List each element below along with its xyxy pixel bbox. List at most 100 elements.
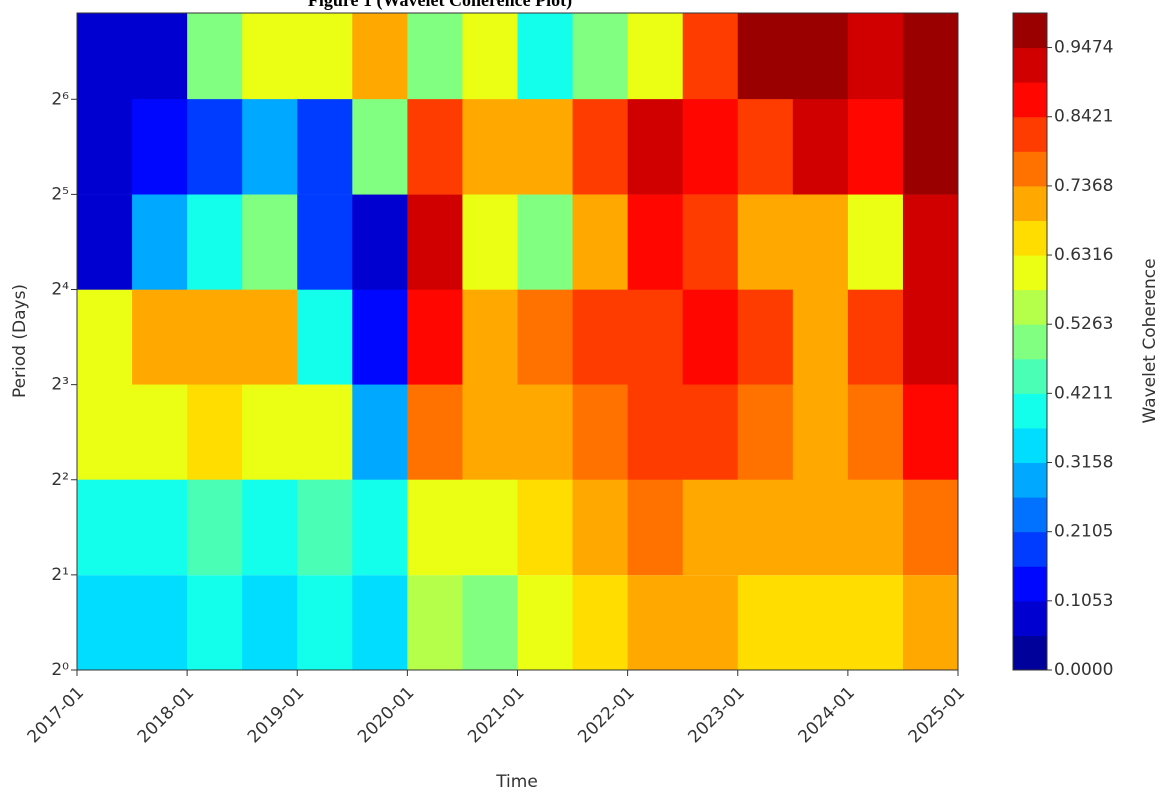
colorbar-tick-label: 0.2105: [1054, 522, 1113, 542]
colorbar-band: [1013, 13, 1047, 48]
heatmap-cell: [738, 480, 794, 576]
heatmap-cell: [903, 195, 959, 291]
heatmap-cell: [518, 4, 574, 100]
heatmap-cell: [242, 575, 298, 671]
colorbar-band: [1013, 151, 1047, 186]
heatmap-cell: [518, 290, 574, 386]
heatmap-cell: [187, 575, 243, 671]
heatmap-cell: [297, 290, 353, 386]
heatmap-cell: [352, 290, 408, 386]
colorbar-band: [1013, 359, 1047, 394]
heatmap-cell: [132, 4, 188, 100]
heatmap-cell: [462, 4, 518, 100]
y-tick-label: 2⁴: [51, 280, 69, 300]
heatmap-cell: [738, 290, 794, 386]
heatmap-cell: [628, 4, 684, 100]
heatmap-cell: [628, 575, 684, 671]
chart-title: Figure 1 (Wavelet Coherence Plot): [308, 0, 572, 11]
heatmap-cell: [352, 99, 408, 195]
colorbar-tick-label: 0.7368: [1054, 176, 1113, 196]
heatmap-cell: [738, 99, 794, 195]
heatmap-cell: [132, 385, 188, 481]
heatmap-cell: [793, 99, 849, 195]
heatmap-cell: [628, 480, 684, 576]
heatmap-cell: [628, 385, 684, 481]
x-tick-label: 2017-01: [24, 683, 88, 747]
heatmap-cell: [903, 4, 959, 100]
colorbar-band: [1013, 186, 1047, 221]
heatmap-cell: [848, 480, 904, 576]
x-tick-label: 2024-01: [795, 683, 859, 747]
heatmap-cell: [573, 195, 629, 291]
colorbar-band: [1013, 428, 1047, 463]
heatmap-cell: [187, 385, 243, 481]
heatmap-cell: [848, 4, 904, 100]
colorbar-tick-label: 0.0000: [1054, 660, 1113, 680]
heatmap-cell: [848, 195, 904, 291]
heatmap-cell: [793, 480, 849, 576]
heatmap-cell: [462, 99, 518, 195]
heatmap-cell: [242, 99, 298, 195]
heatmap-cell: [518, 195, 574, 291]
page: {"chart_data": {"type": "heatmap", "titl…: [0, 0, 1165, 794]
colorbar-tick-label: 0.9474: [1054, 38, 1113, 58]
colorbar-band: [1013, 601, 1047, 636]
heatmap-cell: [132, 290, 188, 386]
y-tick-label: 2²: [51, 470, 69, 490]
heatmap: [77, 4, 959, 671]
heatmap-cell: [407, 195, 463, 291]
heatmap-cell: [903, 480, 959, 576]
heatmap-cell: [683, 480, 739, 576]
heatmap-cell: [738, 385, 794, 481]
heatmap-cell: [352, 195, 408, 291]
heatmap-cell: [242, 480, 298, 576]
colorbar-band: [1013, 324, 1047, 359]
x-tick-label: 2020-01: [354, 683, 418, 747]
heatmap-cell: [462, 290, 518, 386]
heatmap-cell: [573, 480, 629, 576]
heatmap-cell: [77, 290, 133, 386]
colorbar-tick-label: 0.4211: [1054, 383, 1113, 403]
heatmap-cell: [573, 99, 629, 195]
heatmap-cell: [738, 575, 794, 671]
y-tick-label: 2³: [51, 375, 69, 395]
heatmap-cell: [242, 4, 298, 100]
heatmap-cell: [352, 385, 408, 481]
heatmap-cell: [683, 385, 739, 481]
heatmap-cell: [77, 195, 133, 291]
colorbar-tick-label: 0.3158: [1054, 453, 1113, 473]
heatmap-cell: [407, 99, 463, 195]
colorbar-band: [1013, 566, 1047, 601]
heatmap-cell: [793, 195, 849, 291]
colorbar-band: [1013, 635, 1047, 670]
heatmap-cell: [297, 195, 353, 291]
heatmap-cell: [518, 480, 574, 576]
x-tick-label: 2023-01: [684, 683, 748, 747]
heatmap-cell: [683, 99, 739, 195]
heatmap-cell: [77, 385, 133, 481]
heatmap-cell: [297, 385, 353, 481]
heatmap-cell: [242, 385, 298, 481]
colorbar-tick-label: 0.5263: [1054, 314, 1113, 334]
heatmap-cell: [352, 480, 408, 576]
heatmap-cell: [77, 4, 133, 100]
heatmap-cell: [77, 480, 133, 576]
heatmap-cell: [738, 4, 794, 100]
heatmap-cell: [297, 99, 353, 195]
colorbar-band: [1013, 290, 1047, 325]
heatmap-cell: [518, 385, 574, 481]
heatmap-cell: [132, 480, 188, 576]
heatmap-cell: [793, 575, 849, 671]
colorbar-band: [1013, 220, 1047, 255]
y-tick-label: 2⁰: [51, 660, 69, 680]
colorbar-band: [1013, 117, 1047, 152]
colorbar-label: Wavelet Coherence: [1140, 258, 1160, 423]
x-tick-label: 2025-01: [905, 683, 969, 747]
y-axis-label: Period (Days): [10, 284, 30, 398]
heatmap-cell: [132, 195, 188, 291]
heatmap-cell: [848, 290, 904, 386]
heatmap-cell: [848, 575, 904, 671]
heatmap-cell: [187, 290, 243, 386]
heatmap-cell: [407, 385, 463, 481]
heatmap-cell: [77, 99, 133, 195]
